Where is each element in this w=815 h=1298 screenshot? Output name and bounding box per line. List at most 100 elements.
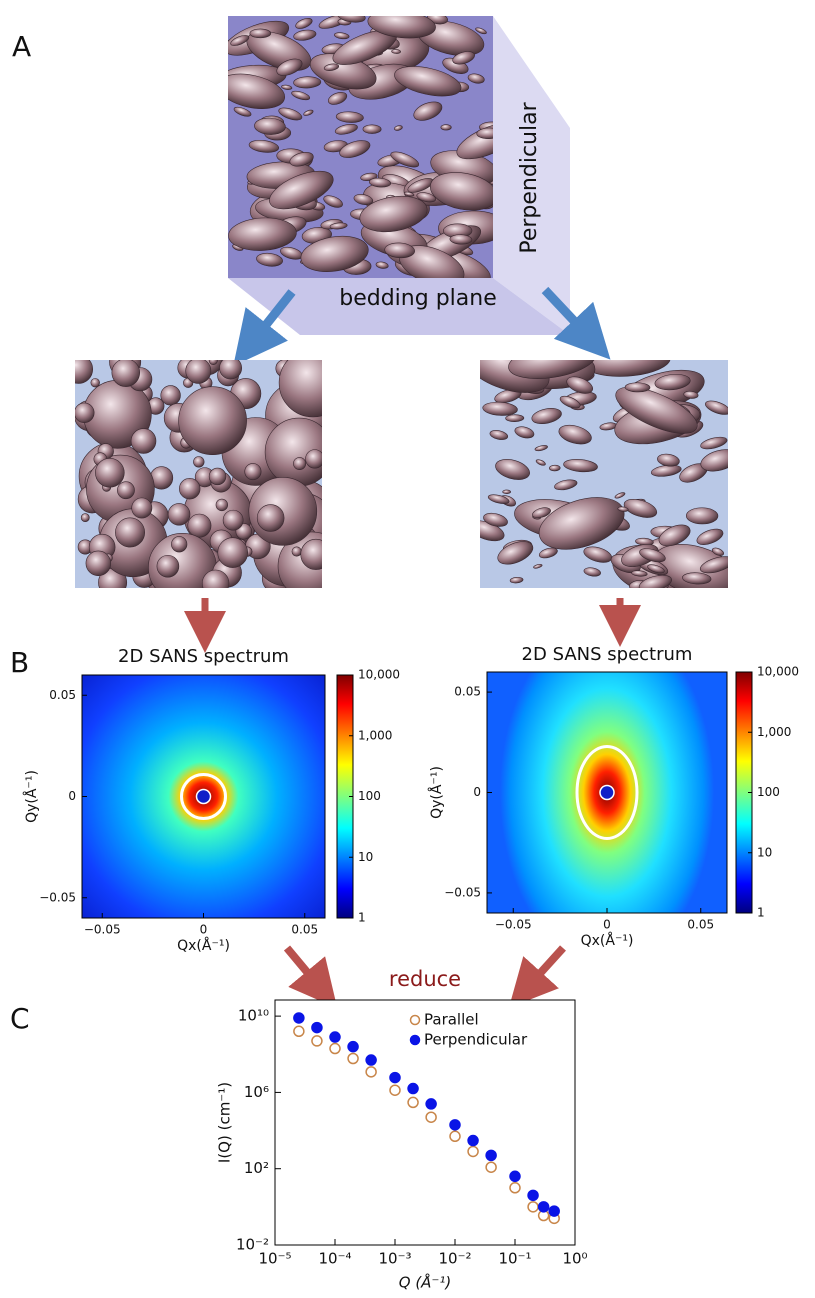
particle [625,382,650,392]
x-tick-label: −0.05 [495,918,532,932]
particle [503,490,511,494]
legend-marker [411,1036,420,1045]
panel-label: C [10,1002,30,1035]
panel-label: B [10,646,29,679]
page-body: { "panel_labels": ["A", "B", "C"], "sche… [0,0,815,1298]
particle [686,508,718,525]
perpendicular-label: Perpendicular [517,101,542,253]
y-tick-label: 0 [68,789,76,803]
y-tick-label: −0.05 [444,885,481,899]
y-axis-label: I(Q) (cm⁻¹) [216,1082,234,1163]
panel-label: A [12,30,31,63]
colorbar-tick-label: 1 [757,906,765,920]
data-point [366,1055,376,1065]
particle [193,457,204,468]
x-axis-label: Qx(Å⁻¹) [581,932,634,949]
data-point [539,1202,549,1212]
particle [209,468,226,485]
particle [301,539,331,569]
reduce-label: reduce [389,967,461,991]
y-tick-label: −0.05 [39,890,76,904]
data-point [312,1023,322,1033]
particle [257,505,284,532]
particle [506,414,524,421]
colorbar-tick-label: 1,000 [358,728,392,742]
particles [64,346,347,607]
data-point [426,1099,436,1109]
arrow [525,948,563,990]
arrow [287,948,322,990]
x-tick-label: −0.05 [84,923,121,937]
particle [168,503,190,525]
particle [279,349,347,417]
data-point [294,1013,304,1023]
particle [115,518,144,547]
colorbar-tick-label: 10 [358,850,373,864]
colorbar-tick-label: 1 [358,911,366,925]
particle [549,465,560,471]
colorbar-tick-label: 100 [358,789,381,803]
figure: Perpendicular bedding plane reduce A B C… [0,0,815,1298]
particle [132,498,152,518]
y-axis-label: Qy(Å⁻¹) [428,766,445,819]
colorbar-tick-label: 10,000 [358,668,400,682]
bedding-plane-label: bedding plane [339,286,496,311]
x-axis-label: Qx(Å⁻¹) [177,937,230,954]
beam-stop [197,790,211,804]
particle [265,418,333,486]
y-axis-label: Qy(Å⁻¹) [23,770,40,823]
particle [216,499,228,511]
x-tick-label: 0.05 [291,923,318,937]
particle [218,538,248,568]
y-tick-label: 0 [473,785,481,799]
data-point [450,1120,460,1130]
particle [179,387,247,455]
particle [250,29,271,38]
y-tick-label: 10⁻² [236,1236,269,1254]
y-tick-label: 0.05 [49,688,76,702]
y-tick-label: 10¹⁰ [238,1007,269,1025]
colorbar-tick-label: 100 [757,785,780,799]
x-tick-label: 0 [603,918,611,932]
particle [112,359,140,387]
particle [441,125,451,131]
y-tick-label: 10² [244,1159,269,1177]
particle [74,403,94,423]
x-tick-label: 10⁻¹ [498,1250,531,1268]
x-tick-label: 10⁰ [562,1250,587,1268]
particle [363,125,381,134]
x-tick-label: 10⁻² [438,1250,471,1268]
particle [171,536,187,552]
legend-label: Parallel [424,1011,479,1029]
particle [131,429,156,454]
y-tick-label: 10⁶ [244,1083,269,1101]
legend-label: Perpendicular [424,1031,528,1049]
data-point [510,1171,520,1181]
particle [81,514,89,522]
data-point [528,1190,538,1200]
colorbar-tick-label: 10,000 [757,665,799,679]
data-point [390,1073,400,1083]
x-tick-label: 0.05 [687,918,714,932]
x-tick-label: 10⁻⁴ [318,1250,351,1268]
data-point [486,1150,496,1160]
particle [292,547,301,556]
page: SANS figure html, body { margin: 0; padd… [0,0,815,1298]
x-tick-label: 0 [200,923,208,937]
particle [209,356,217,364]
particle [188,514,211,537]
x-tick-label: 10⁻³ [378,1250,411,1268]
beam-stop [600,786,614,800]
particle [86,551,111,576]
particle [245,463,261,479]
particle [157,555,179,577]
particle [95,458,124,487]
data-point [468,1136,478,1146]
x-axis-label: Q (Å⁻¹) [399,1273,451,1292]
data-point [330,1032,340,1042]
particle [391,49,400,54]
particle [220,357,242,379]
particle [161,386,181,406]
particle [293,457,305,469]
chart-title: 2D SANS spectrum [522,644,693,665]
